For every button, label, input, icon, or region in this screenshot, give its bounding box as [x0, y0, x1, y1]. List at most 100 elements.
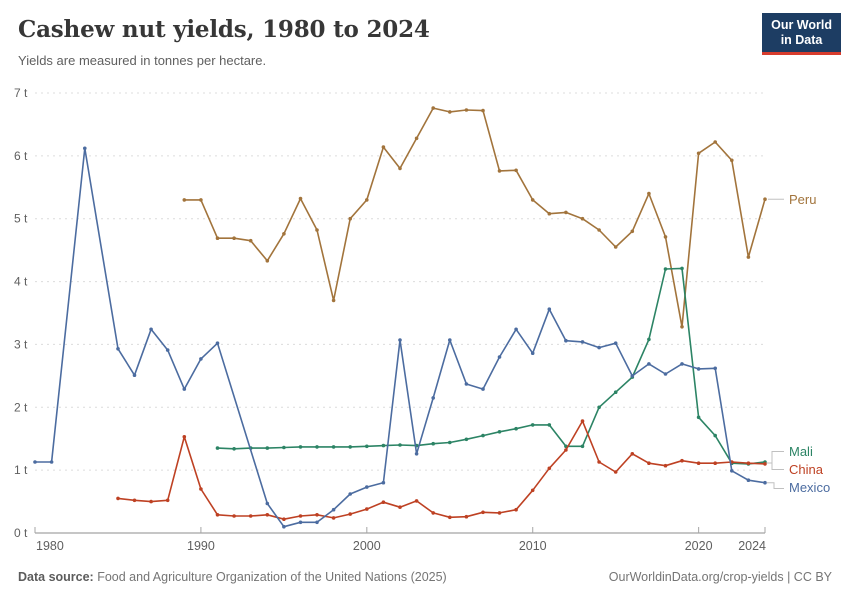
data-point [199, 487, 203, 491]
data-point [33, 460, 37, 464]
data-point [149, 327, 153, 332]
y-tick-label: 6 t [14, 149, 28, 163]
data-point [282, 517, 286, 521]
data-point [713, 366, 717, 371]
y-tick-label: 4 t [14, 275, 28, 289]
data-point [730, 469, 734, 473]
data-point [530, 351, 535, 356]
data-point [282, 445, 286, 450]
data-point [248, 238, 253, 243]
data-point [464, 514, 469, 519]
footer-link-text: OurWorldinData.org/crop-yields | CC BY [608, 570, 832, 584]
data-point [547, 307, 552, 312]
data-point [232, 236, 236, 240]
data-point [530, 423, 535, 427]
page-title: Cashew nut yields, 1980 to 2024 [18, 16, 430, 43]
data-point [381, 480, 386, 485]
data-point [448, 515, 452, 520]
data-point [663, 463, 668, 468]
series-label-peru: Peru [789, 192, 817, 207]
data-point [680, 266, 684, 271]
data-point [680, 362, 684, 366]
connector-mexico [767, 482, 784, 489]
data-point [331, 507, 336, 512]
data-point [763, 197, 767, 201]
data-point [696, 415, 701, 420]
data-point [630, 452, 635, 456]
data-point [613, 245, 618, 249]
data-point [381, 500, 386, 505]
data-point [49, 460, 54, 464]
owid-logo-line2: in Data [780, 33, 823, 47]
data-point [547, 211, 552, 216]
data-point [597, 405, 601, 410]
data-point [514, 426, 518, 431]
data-point [630, 374, 635, 378]
x-tick-label: 1990 [187, 539, 215, 553]
data-point [165, 348, 170, 352]
y-tick-label: 2 t [14, 400, 28, 414]
data-point [597, 228, 601, 232]
data-point [199, 198, 203, 202]
chart-footer: Data source: Food and Agriculture Organi… [18, 570, 832, 584]
data-point [580, 216, 585, 221]
data-point [613, 470, 618, 474]
series-label-china: China [789, 462, 823, 477]
data-point [298, 520, 303, 525]
data-point [481, 387, 485, 391]
data-point [365, 198, 369, 202]
data-point [348, 512, 353, 516]
data-point [696, 367, 701, 371]
data-point [431, 511, 436, 515]
data-point [298, 196, 303, 201]
data-point [763, 462, 767, 466]
chart-subtitle: Yields are measured in tonnes per hectar… [18, 53, 267, 68]
data-source-label: Data source: [18, 570, 94, 584]
data-point [613, 341, 618, 346]
data-point [365, 444, 369, 449]
data-point [282, 524, 286, 529]
data-point [215, 236, 220, 240]
data-point [149, 499, 153, 504]
data-point [647, 337, 651, 342]
y-tick-label: 1 t [14, 463, 28, 477]
data-point [647, 362, 651, 366]
data-point [448, 338, 452, 342]
data-point [265, 501, 270, 506]
data-point [680, 458, 684, 463]
data-point [348, 445, 353, 449]
data-point [696, 151, 701, 156]
owid-logo: Our World in Data [762, 13, 841, 55]
data-point [514, 327, 518, 332]
data-point [663, 235, 668, 239]
data-point [83, 146, 87, 151]
series-line-china [116, 419, 767, 521]
data-point [298, 445, 303, 449]
data-point [381, 443, 386, 448]
data-point [331, 298, 336, 303]
data-point [481, 433, 485, 438]
series-label-mexico: Mexico [789, 480, 831, 495]
connector-mali [767, 451, 784, 464]
y-tick-label: 0 t [14, 526, 28, 540]
data-point [613, 390, 618, 395]
data-point [547, 423, 552, 427]
data-point [497, 430, 502, 434]
data-point [514, 168, 518, 173]
x-tick-label: 2010 [519, 539, 547, 553]
data-point [431, 396, 436, 400]
data-point [481, 510, 485, 515]
data-point [481, 108, 485, 113]
data-point [763, 480, 767, 485]
data-point [464, 437, 469, 442]
data-point [713, 461, 717, 466]
data-point [348, 216, 353, 221]
series-line-peru [182, 106, 767, 329]
data-point [132, 373, 137, 378]
series-line-mexico [33, 146, 767, 529]
data-point [215, 446, 220, 450]
data-point [414, 136, 419, 141]
data-point [448, 110, 452, 114]
